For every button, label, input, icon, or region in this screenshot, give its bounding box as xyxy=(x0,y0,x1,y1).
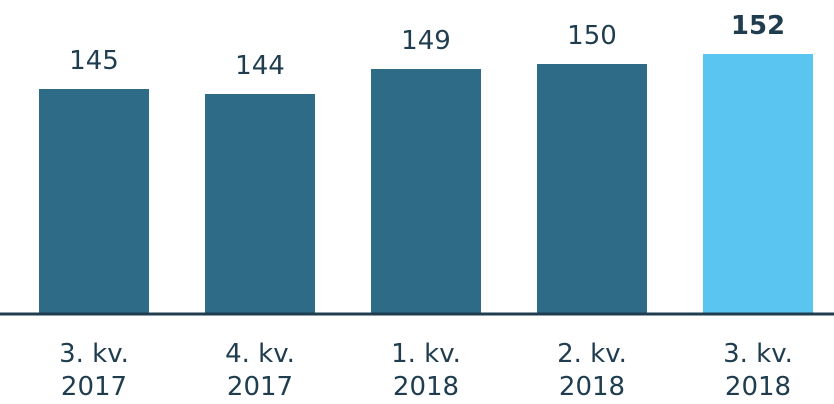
value-label: 152 xyxy=(731,11,785,41)
x-tick-label: 4. kv. 2017 xyxy=(225,339,295,402)
value-label: 149 xyxy=(401,26,451,56)
bar xyxy=(371,69,481,314)
x-tick-label: 3. kv. 2017 xyxy=(59,339,129,402)
x-tick-label: 2. kv. 2018 xyxy=(557,339,627,402)
value-label: 150 xyxy=(567,21,617,51)
bar xyxy=(537,64,647,314)
value-label: 144 xyxy=(235,51,285,81)
value-label: 145 xyxy=(69,46,119,76)
bar xyxy=(39,89,149,314)
x-tick-label: 3. kv. 2018 xyxy=(723,339,793,402)
x-tick-label: 1. kv. 2018 xyxy=(391,339,461,402)
bar xyxy=(205,94,315,314)
bar xyxy=(703,54,813,314)
